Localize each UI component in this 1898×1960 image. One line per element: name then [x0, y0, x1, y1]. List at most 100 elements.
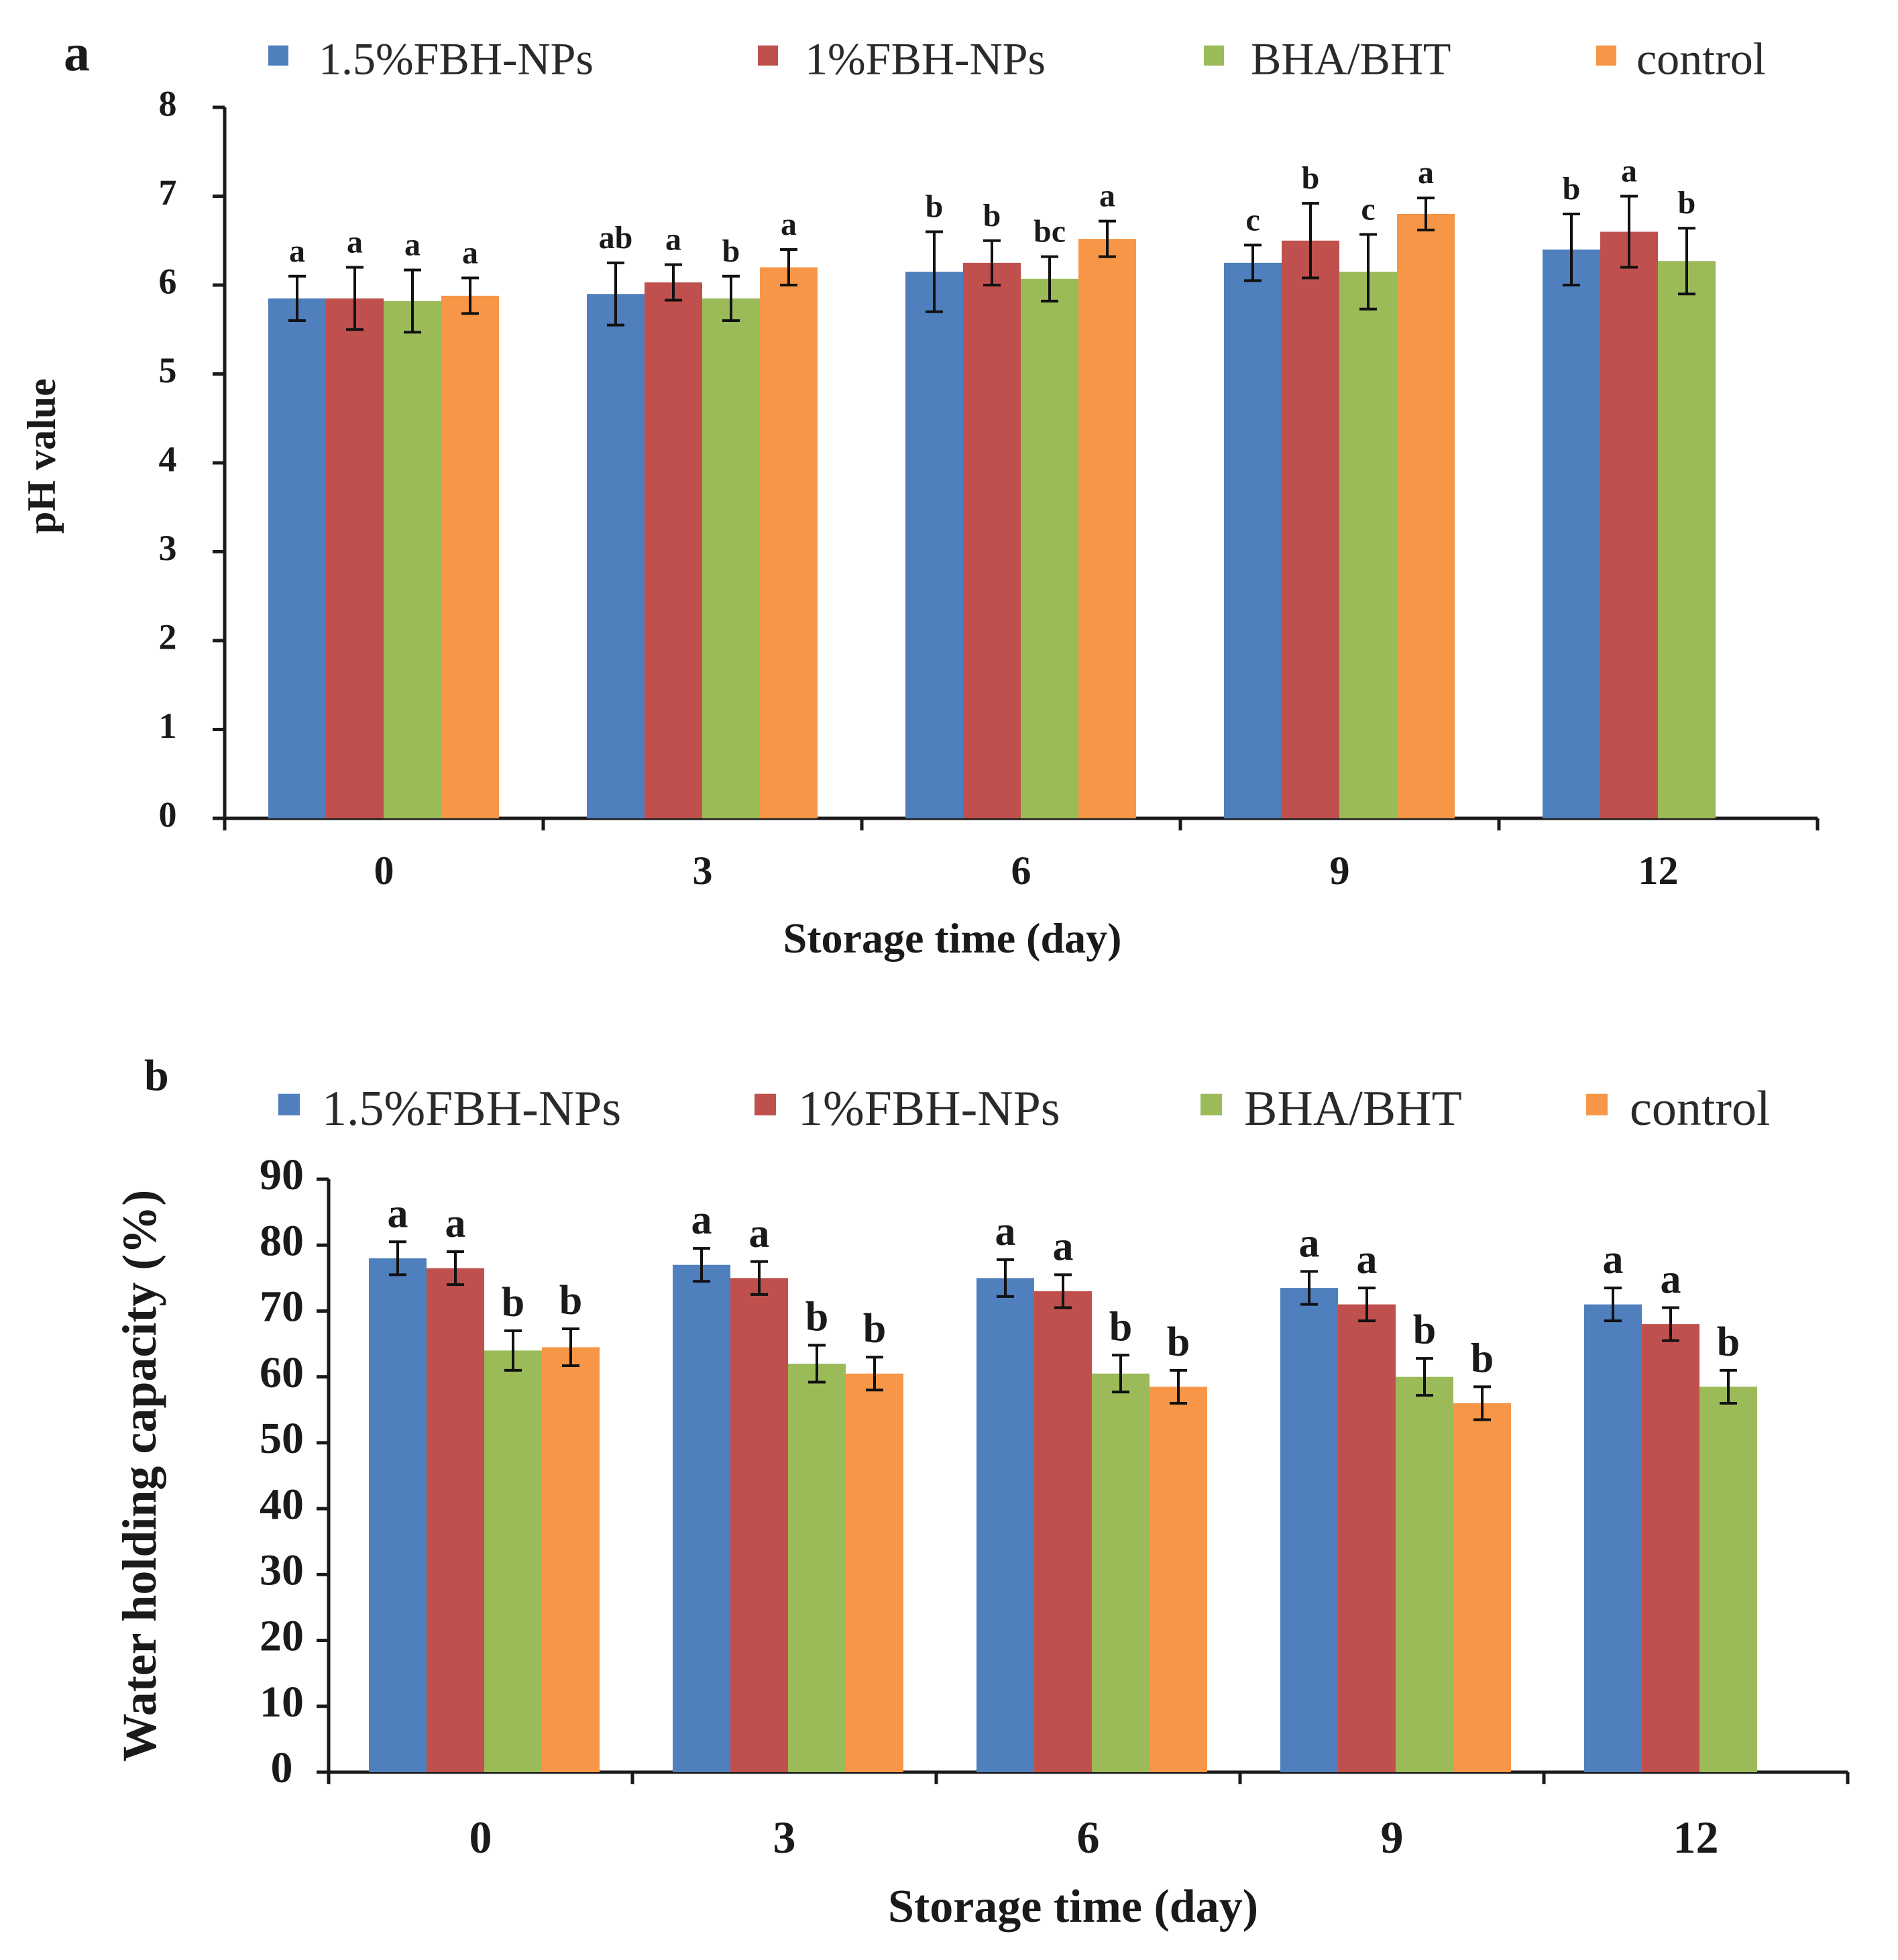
chart0-x-tick-label: 12: [1638, 849, 1679, 893]
chart0-significance-letter-1-2: b: [983, 198, 1001, 233]
chart1-y-tick-label: 10: [260, 1678, 304, 1727]
chart0-significance-letter-3-2: a: [1099, 178, 1115, 214]
chart0-significance-letter-1-1: a: [665, 222, 681, 258]
chart0-panel-label: a: [64, 23, 90, 82]
chart1-bar-2-3: [1396, 1376, 1453, 1772]
chart1-bar-2-2: [1092, 1373, 1150, 1772]
chart1-significance-letter-2-2: b: [1109, 1304, 1132, 1350]
chart0-x-tick-label: 6: [1011, 849, 1031, 893]
chart1-significance-letter-1-2: a: [1053, 1223, 1074, 1269]
chart1-significance-letter-2-3: b: [1413, 1307, 1436, 1353]
chart0-significance-letter-0-0: a: [289, 233, 305, 269]
chart1-legend-swatch-1: [755, 1093, 776, 1115]
chart0-significance-letter-3-0: a: [462, 235, 478, 270]
chart0-y-tick-label: 7: [159, 172, 177, 213]
chart1-significance-letter-3-0: b: [559, 1278, 582, 1323]
chart1-x-axis-title: Storage time (day): [888, 1881, 1258, 1932]
chart1-y-axis-title: Water holding capacity (%): [113, 1190, 166, 1762]
chart0-bar-2-1: [702, 298, 760, 818]
chart1-significance-letter-3-1: b: [863, 1306, 886, 1352]
chart0-bar-0-4: [1543, 250, 1600, 818]
chart0-y-tick-label: 0: [159, 794, 177, 834]
chart1-x-tick-label: 6: [1077, 1812, 1100, 1863]
chart1-bar-3-1: [846, 1373, 903, 1772]
chart1-significance-letter-3-3: b: [1471, 1336, 1494, 1381]
chart0-significance-letter-0-4: b: [1563, 171, 1581, 207]
chart1-significance-letter-2-4: b: [1717, 1319, 1740, 1365]
chart0-bar-2-0: [384, 301, 441, 819]
chart1-legend-label-1: 1%FBH-NPs: [798, 1081, 1060, 1136]
chart1-significance-letter-2-0: b: [502, 1280, 524, 1325]
chart1-legend-swatch-3: [1586, 1093, 1608, 1115]
chart1-significance-letter-1-4: a: [1661, 1257, 1681, 1303]
chart1-y-tick-label: 60: [260, 1348, 304, 1397]
chart1-y-tick-label: 80: [260, 1216, 304, 1265]
chart0-legend-label-3: control: [1636, 34, 1766, 85]
chart0-significance-letter-2-2: bc: [1034, 214, 1066, 250]
chart1-x-tick-label: 3: [773, 1812, 796, 1863]
chart1-x-tick-label: 0: [469, 1812, 492, 1863]
chart0-significance-letter-0-1: ab: [599, 220, 633, 256]
chart0-bar-3-2: [1078, 239, 1136, 819]
chart1-bar-2-0: [484, 1350, 542, 1772]
chart0-significance-letter-0-3: c: [1245, 202, 1260, 237]
chart0-x-tick-label: 9: [1330, 849, 1350, 893]
chart1-bar-2-4: [1699, 1386, 1757, 1772]
chart0-significance-letter-1-4: a: [1621, 154, 1637, 189]
chart1-bar-0-1: [673, 1264, 730, 1772]
chart1-bar-0-2: [976, 1278, 1034, 1772]
chart0-significance-letter-3-1: a: [781, 207, 797, 242]
chart1-legend-label-2: BHA/BHT: [1244, 1081, 1462, 1136]
chart1-significance-letter-1-0: a: [445, 1201, 466, 1246]
chart1-significance-letter-0-4: a: [1603, 1237, 1624, 1283]
chart0-significance-letter-0-2: b: [926, 189, 944, 225]
chart1-bar-1-2: [1034, 1291, 1092, 1772]
chart1-bar-3-0: [542, 1347, 600, 1772]
chart0-bar-1-3: [1282, 240, 1339, 818]
chart0-significance-letter-2-0: a: [404, 227, 421, 262]
chart1-legend-label-3: control: [1630, 1081, 1771, 1136]
chart1-y-tick-label: 20: [260, 1612, 304, 1661]
chart1-bar-0-4: [1584, 1304, 1642, 1772]
chart0-bar-0-1: [587, 294, 645, 818]
chart0-y-tick-label: 4: [159, 439, 177, 479]
chart1-x-tick-label: 9: [1381, 1812, 1404, 1863]
chart0-x-tick-label: 3: [693, 849, 713, 893]
chart0-significance-letter-3-3: a: [1418, 155, 1434, 190]
chart1-legend-swatch-2: [1201, 1093, 1222, 1115]
chart1-bar-3-3: [1453, 1403, 1511, 1772]
chart0-legend-label-0: 1.5%FBH-NPs: [319, 34, 594, 85]
chart1-significance-letter-2-1: b: [805, 1295, 828, 1340]
chart1-significance-letter-0-3: a: [1299, 1221, 1320, 1266]
chart1-bar-3-2: [1150, 1386, 1207, 1772]
chart1-y-tick-label: 90: [260, 1150, 304, 1199]
chart0-y-axis-title: pH value: [19, 378, 64, 534]
chart0-legend-swatch-0: [268, 45, 288, 66]
chart0-bar-0-3: [1224, 262, 1282, 818]
chart0-legend-swatch-1: [758, 45, 778, 66]
chart0-x-axis-title: Storage time (day): [783, 914, 1122, 962]
chart1-y-tick-label: 30: [260, 1545, 304, 1594]
chart1-significance-letter-0-2: a: [995, 1209, 1016, 1254]
chart0-bar-0-2: [905, 272, 963, 818]
chart0-y-tick-label: 5: [159, 350, 177, 390]
chart0-y-tick-label: 2: [159, 616, 177, 657]
chart1-significance-letter-0-0: a: [388, 1191, 408, 1236]
chart1-significance-letter-3-2: b: [1167, 1319, 1190, 1365]
chart1-y-tick-label: 50: [260, 1414, 304, 1463]
chart1-y-tick-label: 0: [271, 1743, 293, 1792]
chart0-bar-2-2: [1021, 278, 1078, 819]
chart0-bar-3-1: [760, 267, 818, 818]
chart0-bar-2-3: [1339, 272, 1397, 818]
chart0-legend-swatch-2: [1204, 45, 1224, 66]
chart1-bar-0-0: [369, 1258, 427, 1772]
chart0-y-tick-label: 6: [159, 261, 177, 301]
chart1-x-tick-label: 12: [1673, 1812, 1719, 1863]
chart0-bar-0-0: [268, 298, 326, 818]
chart0-bar-2-4: [1658, 261, 1716, 819]
chart1-legend-label-0: 1.5%FBH-NPs: [322, 1081, 621, 1136]
chart1-significance-letter-1-3: a: [1357, 1237, 1378, 1283]
chart0-y-tick-label: 3: [159, 528, 177, 568]
chart0-bar-3-0: [441, 295, 499, 818]
